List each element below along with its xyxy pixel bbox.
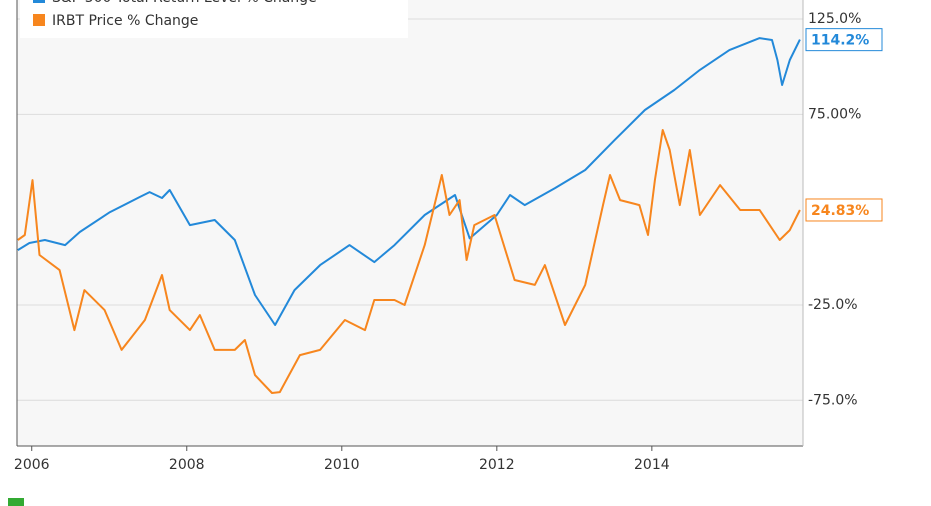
- grid: [17, 18, 803, 401]
- legend-swatch: [33, 0, 45, 3]
- end-label: 24.83%: [811, 203, 869, 219]
- y-tick-label: 125.0%: [808, 11, 861, 27]
- y-tick-label: 75.00%: [808, 106, 861, 122]
- lines: [17, 37, 801, 394]
- end-label-box: [805, 28, 883, 52]
- legend-label: S&P 500 Total Return Level % Change: [52, 0, 317, 6]
- end-label-box: [805, 198, 883, 222]
- series-line: [17, 37, 801, 326]
- x-tick-label: 2006: [14, 457, 50, 473]
- y-tick-label: -25.0%: [808, 297, 858, 313]
- plot-area: [17, 0, 803, 446]
- y-tick-label: -75.0%: [808, 392, 858, 408]
- legend-label: IRBT Price % Change: [52, 13, 198, 29]
- legend-box: [20, 0, 408, 38]
- x-tick-label: 2012: [479, 457, 515, 473]
- x-tick-label: 2008: [169, 457, 205, 473]
- logo: [8, 498, 24, 506]
- end-label: 114.2%: [811, 33, 869, 49]
- series-line: [17, 129, 801, 394]
- legend-swatch: [33, 14, 45, 26]
- x-tick-label: 2014: [634, 457, 670, 473]
- x-tick-label: 2010: [324, 457, 360, 473]
- legend: S&P 500 Total Return Level % Change IRBT …: [33, 0, 317, 29]
- labels: 125.0% 75.00% -25.0% -75.0% 2006 2008 2010 2012…: [14, 11, 883, 473]
